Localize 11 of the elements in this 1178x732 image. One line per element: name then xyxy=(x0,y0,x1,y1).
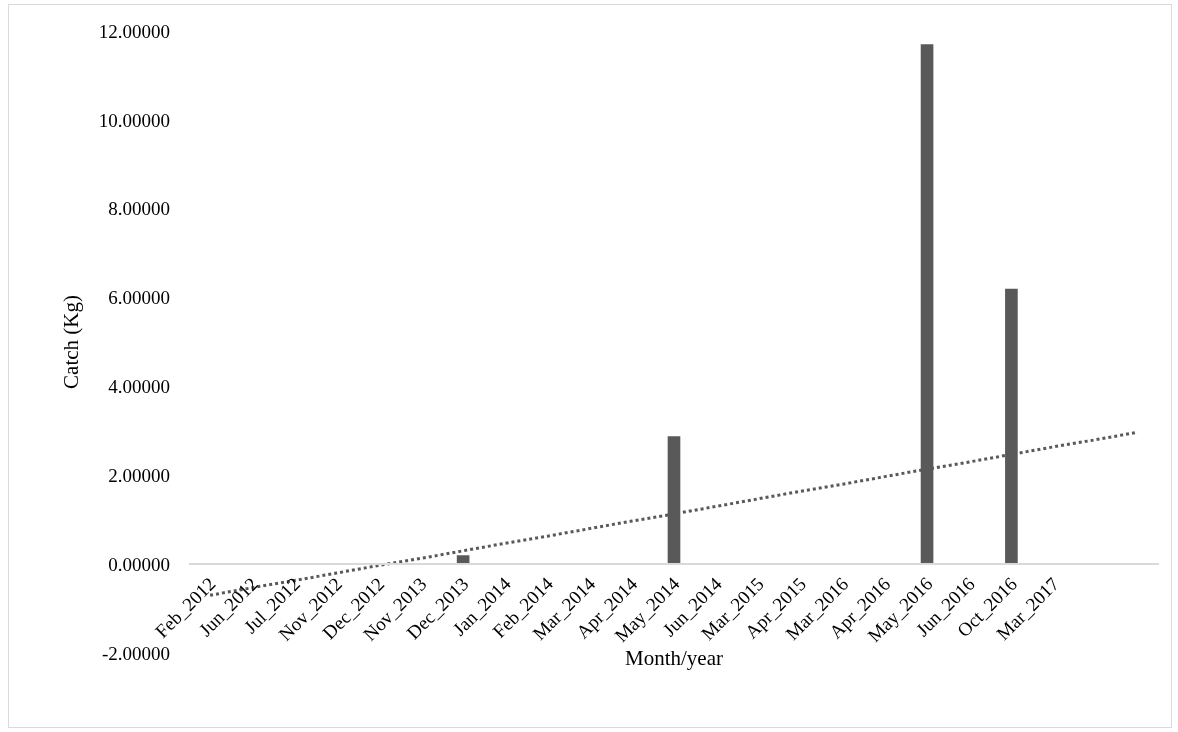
y-tick-label: 12.00000 xyxy=(98,20,170,42)
y-tick-label: 8.00000 xyxy=(108,198,170,220)
y-tick-label: 4.00000 xyxy=(108,376,170,398)
x-axis-title: Month/year xyxy=(625,646,723,671)
y-tick-label: 2.00000 xyxy=(108,464,170,486)
y-tick-label: -2.00000 xyxy=(101,642,170,664)
y-tick-label: 10.00000 xyxy=(98,109,170,131)
y-tick-label: 0.00000 xyxy=(108,553,170,575)
bar xyxy=(667,436,681,565)
y-axis-title: Catch (Kg) xyxy=(58,295,83,389)
y-tick-label: 6.00000 xyxy=(108,287,170,309)
